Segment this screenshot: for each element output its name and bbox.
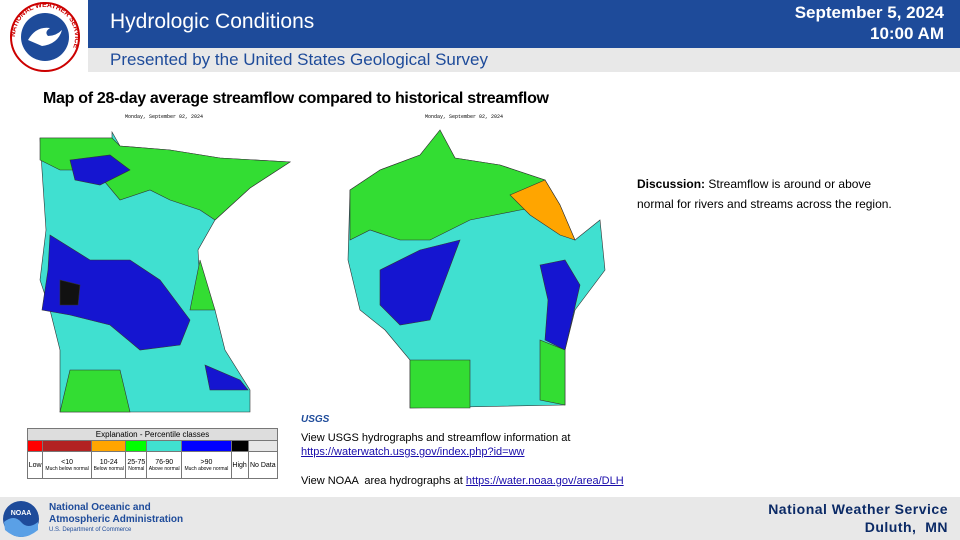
map-date: Monday, September 02, 2024 [425,114,503,120]
noaa-hydro-text: View NOAA area hydrographs at https://wa… [301,475,624,487]
noaa-hydro-link[interactable]: https://water.noaa.gov/area/DLH [465,475,624,487]
nws-office: Duluth, MN [864,519,948,535]
legend-label: 76-90 [155,458,174,466]
legend-cell: High [230,451,249,479]
legend-cell: 25-75 Normal [125,451,148,479]
legend-swatch [146,440,183,452]
noaa-name: National Oceanic and [49,502,151,513]
noaa-name: Atmospheric Administration [49,514,184,525]
subtitle: Presented by the United States Geologica… [110,50,488,69]
discussion-label: Discussion: [637,177,706,191]
legend-label: 10-24 [99,458,118,466]
legend-sublabel: Much below normal [45,465,89,472]
discussion: Discussion: Streamflow is around or abov… [637,174,907,214]
time: 10:00 AM [869,24,944,43]
noaa-dept: U.S. Department of Commerce [49,527,132,533]
legend-swatch [125,440,148,452]
legend-label: High [232,461,247,469]
legend-sublabel: Above normal [148,465,180,472]
noaa-hydro-label: View NOAA area hydrographs at [301,475,466,487]
title-bar [88,0,960,48]
wisconsin-map [347,129,606,409]
legend-table: Explanation - Percentile classes Low <10 M… [26,428,279,479]
footer-bar [0,497,960,540]
subtitle-bar [88,48,960,72]
legend-swatch [230,440,249,452]
legend-sublabel: Much above normal [184,465,229,472]
minnesota-map [39,130,291,413]
legend: Explanation - Percentile classes Low <10 M… [26,428,279,479]
usgs-link[interactable]: https://waterwatch.usgs.gov/index.php?id… [301,446,525,458]
legend-swatch [42,440,92,452]
legend-cell: No Data [247,451,279,479]
noaa-logo: NOAA [3,501,39,537]
date: September 5, 2024 [794,3,944,22]
legend-cell: 10-24 Below normal [90,451,127,479]
legend-cell: 76-90 Above normal [146,451,183,479]
legend-swatch [247,440,279,452]
maps: Monday, September 02, 2024 Monday, Septe… [39,114,606,413]
nws-logo: NATIONAL WEATHER SERVICE [10,2,80,72]
legend-label: Low [28,461,42,469]
legend-cell: <10 Much below normal [42,451,92,479]
title: Hydrologic Conditions [110,10,315,33]
legend-cell: Low [26,451,44,479]
legend-swatch [26,440,44,452]
usgs-text: View USGS hydrographs and streamflow inf… [301,432,571,444]
noaa-logo-text: NOAA [11,510,32,517]
legend-label: >90 [200,458,213,466]
discussion-text: Streamflow is around or above normal for… [637,177,892,211]
legend-swatch [181,440,232,452]
legend-label: No Data [249,461,276,469]
legend-swatch [90,440,127,452]
legend-label: <10 [61,458,74,466]
map-date: Monday, September 02, 2024 [125,114,203,120]
nws-name: National Weather Service [768,501,948,517]
legend-sublabel: Below normal [93,465,124,472]
legend-sublabel: Normal [128,465,145,472]
legend-label: 25-75 [127,458,146,466]
heading: Map of 28-day average streamflow compare… [43,90,549,107]
usgs-logo: USGS [301,414,330,425]
legend-cell: >90 Much above normal [181,451,232,479]
legend-title: Explanation - Percentile classes [27,428,278,441]
